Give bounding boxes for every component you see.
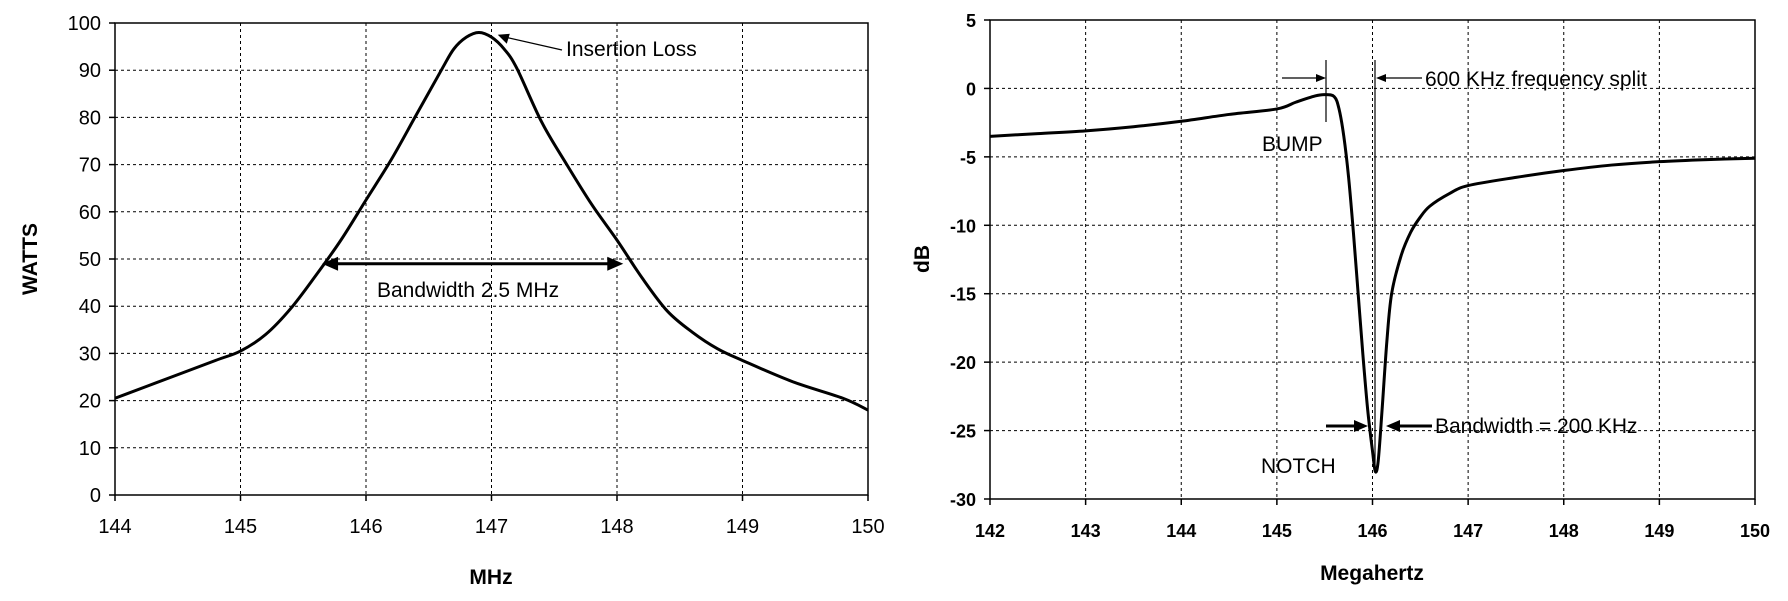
notch-bw-arrowhead-right: [1386, 420, 1400, 432]
notch-bw-arrowhead-left: [1354, 420, 1368, 432]
right-series-line: [989, 93, 1756, 474]
y-tick-label: 40: [79, 296, 101, 318]
x-tick-label: 147: [475, 516, 508, 538]
bandwidth-label: Bandwidth 2.5 MHz: [377, 279, 559, 302]
y-tick-label: 50: [79, 249, 101, 271]
right-x-ticks: 142 143 144 145 146 147 148 149 150: [975, 499, 1770, 541]
y-tick-label: -5: [960, 148, 976, 168]
y-tick-label: 100: [68, 13, 101, 35]
x-tick-label: 144: [1166, 521, 1196, 541]
insertion-loss-arrowhead: [497, 33, 510, 44]
x-tick-label: 146: [1357, 521, 1387, 541]
x-tick-label: 150: [1740, 521, 1770, 541]
right-y-ticks: 5 0 -5 -10 -15 -20 -25 -30: [950, 11, 990, 510]
notch-label: NOTCH: [1261, 455, 1336, 478]
split-arrowhead-left: [1316, 74, 1326, 82]
x-tick-label: 145: [224, 516, 257, 538]
split-label: 600 KHz frequency split: [1425, 68, 1647, 91]
left-grid: [115, 23, 868, 495]
y-tick-label: 20: [79, 391, 101, 413]
x-tick-label: 142: [975, 521, 1005, 541]
y-tick-label: 0: [966, 79, 976, 99]
x-tick-label: 145: [1262, 521, 1292, 541]
x-tick-label: 148: [600, 516, 633, 538]
left-y-ticks: 0 10 20 30 40 50 60 70 80 90 100: [68, 13, 115, 507]
left-x-axis-title: MHz: [469, 566, 512, 589]
y-tick-label: -30: [950, 490, 976, 510]
left-x-ticks: 144 145 146 147 148 149 150: [98, 495, 885, 538]
y-tick-label: 0: [90, 485, 101, 507]
bandwidth-arrowhead-left: [322, 256, 339, 271]
chart-right: 50-5-10-15-20-25-30 142 143 144 145 146 147 14…: [911, 11, 1770, 585]
right-y-axis-title: dB: [911, 245, 934, 273]
x-tick-label: 147: [1453, 521, 1483, 541]
bandwidth-arrowhead-right: [607, 256, 624, 271]
x-tick-label: 149: [1644, 521, 1674, 541]
y-tick-label: -15: [950, 285, 976, 305]
y-tick-label: 90: [79, 60, 101, 82]
right-plot-frame: [989, 19, 1756, 500]
bump-label: BUMP: [1262, 133, 1323, 156]
insertion-loss-label: Insertion Loss: [566, 38, 697, 61]
left-y-axis-title: WATTS: [19, 223, 42, 295]
y-tick-label: 5: [966, 11, 976, 31]
y-tick-label: 80: [79, 107, 101, 129]
y-tick-label: -20: [950, 353, 976, 373]
insertion-loss-leader: [503, 36, 563, 51]
x-tick-label: 148: [1549, 521, 1579, 541]
split-arrowhead-right: [1376, 74, 1386, 82]
y-tick-label: 70: [79, 155, 101, 177]
x-tick-label: 144: [98, 516, 131, 538]
y-tick-label: -25: [950, 422, 976, 442]
x-tick-label: 143: [1071, 521, 1101, 541]
y-tick-label: -10: [950, 216, 976, 236]
x-tick-label: 150: [851, 516, 884, 538]
x-tick-label: 146: [349, 516, 382, 538]
notch-bandwidth-label: Bandwidth = 200 KHz: [1435, 415, 1638, 438]
left-series-line: [114, 30, 869, 412]
right-x-axis-title: Megahertz: [1320, 562, 1424, 585]
right-grid: [990, 20, 1755, 499]
y-tick-label: 10: [79, 438, 101, 460]
y-tick-label: 60: [79, 202, 101, 224]
y-tick-label: 30: [79, 343, 101, 365]
x-tick-label: 149: [726, 516, 759, 538]
